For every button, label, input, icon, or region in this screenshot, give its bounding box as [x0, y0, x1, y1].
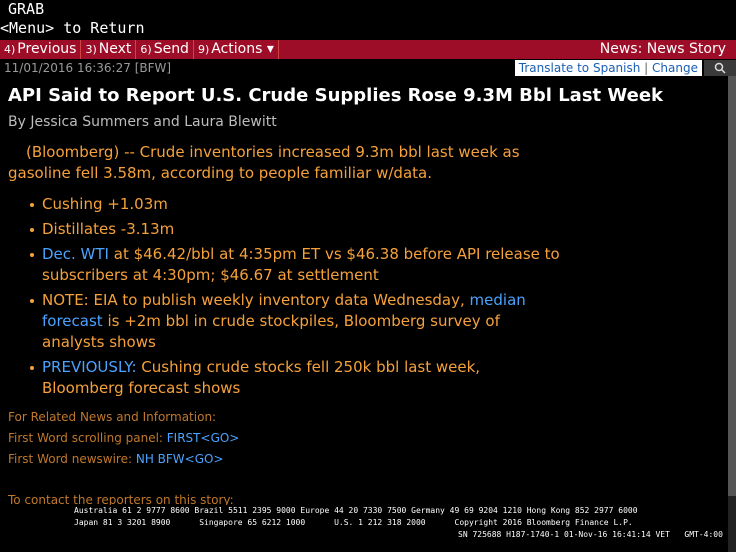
bullet-text: Cushing crude stocks fell 250k bbl last …	[42, 358, 481, 397]
bullet: Dec. WTI at $46.42/bbl at 4:35pm ET vs $…	[30, 244, 562, 286]
label: First Word newswire:	[8, 452, 136, 466]
title: GRAB	[8, 0, 45, 18]
title-area: GRAB <Menu> to Return	[0, 0, 736, 40]
lead: (Bloomberg) -- Crude inventories increas…	[8, 143, 520, 182]
label: Next	[98, 41, 132, 57]
separator: |	[644, 61, 649, 75]
bullet: Cushing +1.03m	[30, 194, 562, 215]
return-hint: <Menu> to Return	[0, 19, 145, 37]
headline: API Said to Report U.S. Crude Supplies R…	[8, 85, 664, 106]
actions-button[interactable]: 9) Actions ▾	[194, 40, 279, 59]
change-link[interactable]: Change	[652, 61, 698, 75]
next-button[interactable]: 3) Next	[81, 40, 137, 59]
story: API Said to Report U.S. Crude Supplies R…	[8, 84, 728, 511]
label: Send	[153, 41, 189, 57]
key: 3)	[85, 43, 97, 56]
translate-box: Translate to Spanish | Change	[514, 60, 702, 76]
scroll-thumb[interactable]	[728, 76, 736, 496]
bullet-text: Distillates -3.13m	[42, 220, 175, 238]
search-button[interactable]	[704, 60, 736, 76]
link[interactable]: NH BFW<GO>	[135, 452, 224, 466]
scrollbar[interactable]	[728, 76, 736, 552]
link[interactable]: Dec. WTI	[42, 245, 109, 263]
key: 4)	[4, 43, 16, 56]
byline: By Jessica Summers and Laura Blewitt	[8, 114, 277, 130]
label: Previous	[17, 41, 77, 57]
bullet: PREVIOUSLY: Cushing crude stocks fell 25…	[30, 357, 562, 399]
screen-name: News: News Story	[599, 41, 726, 57]
link[interactable]: FIRST<GO>	[166, 431, 240, 445]
bullet-text: NOTE: EIA to publish weekly inventory da…	[42, 291, 470, 309]
link[interactable]: PREVIOUSLY:	[42, 358, 137, 376]
timestamp: 11/01/2016 16:36:27 [BFW]	[4, 61, 172, 75]
footer: Australia 61 2 9777 8600 Brazil 5511 239…	[0, 505, 728, 552]
label: First Word scrolling panel:	[8, 431, 167, 445]
footer-line: Japan 81 3 3201 8900 Singapore 65 6212 1…	[74, 518, 633, 527]
bullet-text: at $46.42/bbl at 4:35pm ET vs $46.38 bef…	[42, 245, 560, 284]
search-icon	[714, 62, 726, 74]
bullet-text: is +2m bbl in crude stockpiles, Bloomber…	[42, 312, 500, 351]
bullet: Distillates -3.13m	[30, 219, 562, 240]
bullet: NOTE: EIA to publish weekly inventory da…	[30, 290, 562, 353]
bullet-text: Cushing +1.03m	[42, 195, 168, 213]
translate-link[interactable]: Translate to Spanish	[518, 61, 641, 75]
footer-line: Australia 61 2 9777 8600 Brazil 5511 239…	[74, 506, 638, 515]
link[interactable]: median forecast	[42, 291, 526, 330]
key: 9)	[197, 43, 210, 56]
label: Actions ▾	[211, 41, 274, 57]
related-heading: For Related News and Information:	[8, 410, 217, 424]
related-line: First Word newswire: NH BFW<GO>	[8, 449, 728, 470]
contact: To contact the reporters on this story:	[8, 493, 234, 507]
toolbar: 4) Previous 3) Next 6) Send 9) Actions ▾ News: …	[0, 40, 736, 59]
footer-line: SN 725688 H187-1740-1 01-Nov-16 16:41:14…	[458, 530, 723, 539]
meta-row: 11/01/2016 16:36:27 [BFW] Translate to S…	[0, 60, 736, 76]
bullet-list: Cushing +1.03m Distillates -3.13m Dec. WTI…	[8, 194, 562, 399]
send-button[interactable]: 6) Send	[136, 40, 194, 59]
key: 6)	[140, 43, 152, 56]
previous-button[interactable]: 4) Previous	[0, 40, 82, 59]
related-line: First Word scrolling panel: FIRST<GO>	[8, 428, 728, 449]
